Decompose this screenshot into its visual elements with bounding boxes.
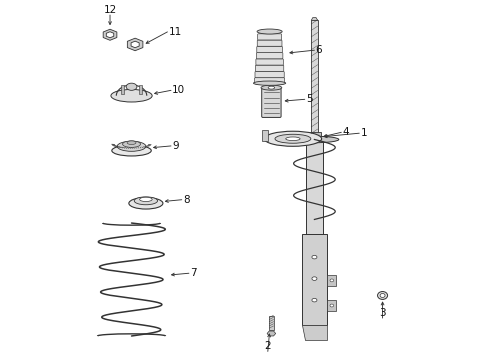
Ellipse shape <box>128 198 163 209</box>
Ellipse shape <box>122 141 140 147</box>
Text: 10: 10 <box>172 85 185 95</box>
Text: 9: 9 <box>172 141 178 151</box>
Text: 7: 7 <box>190 268 196 278</box>
Ellipse shape <box>285 137 300 140</box>
FancyBboxPatch shape <box>256 53 282 59</box>
Ellipse shape <box>329 304 333 307</box>
Text: 5: 5 <box>305 94 312 104</box>
Ellipse shape <box>111 89 152 102</box>
Text: 1: 1 <box>360 128 366 138</box>
FancyBboxPatch shape <box>255 59 283 65</box>
Ellipse shape <box>289 136 338 143</box>
Ellipse shape <box>127 141 136 144</box>
Polygon shape <box>262 130 267 140</box>
Ellipse shape <box>267 86 274 89</box>
FancyBboxPatch shape <box>257 34 281 40</box>
Bar <box>326 275 336 286</box>
FancyBboxPatch shape <box>255 65 283 71</box>
Polygon shape <box>131 41 139 48</box>
Ellipse shape <box>274 134 310 143</box>
FancyBboxPatch shape <box>261 88 281 117</box>
Bar <box>301 234 326 325</box>
FancyBboxPatch shape <box>254 78 284 84</box>
Ellipse shape <box>117 141 145 151</box>
Text: 4: 4 <box>342 127 348 137</box>
FancyBboxPatch shape <box>256 46 282 53</box>
Text: 11: 11 <box>168 27 182 37</box>
Bar <box>326 300 336 311</box>
Text: 6: 6 <box>315 45 322 55</box>
Ellipse shape <box>134 197 157 205</box>
Text: 12: 12 <box>103 5 117 15</box>
Ellipse shape <box>253 81 285 85</box>
Bar <box>139 85 142 94</box>
Bar <box>269 316 273 330</box>
Text: 3: 3 <box>379 308 385 318</box>
Text: 8: 8 <box>183 195 189 205</box>
Polygon shape <box>310 18 317 21</box>
Ellipse shape <box>112 145 151 156</box>
Ellipse shape <box>379 293 384 297</box>
Bar <box>307 132 321 141</box>
Ellipse shape <box>311 298 316 302</box>
Text: 2: 2 <box>264 341 270 351</box>
Polygon shape <box>127 38 142 51</box>
FancyBboxPatch shape <box>257 40 282 46</box>
FancyBboxPatch shape <box>254 72 284 78</box>
Polygon shape <box>266 331 275 336</box>
Ellipse shape <box>377 292 387 300</box>
Bar <box>121 85 124 94</box>
Polygon shape <box>301 325 326 339</box>
Ellipse shape <box>329 279 333 282</box>
Ellipse shape <box>264 131 321 146</box>
Ellipse shape <box>261 85 281 90</box>
Ellipse shape <box>139 197 152 202</box>
Bar <box>310 21 317 137</box>
Bar <box>305 141 323 234</box>
Polygon shape <box>106 32 114 38</box>
Ellipse shape <box>126 83 137 90</box>
Ellipse shape <box>311 277 316 280</box>
Polygon shape <box>103 29 117 40</box>
Ellipse shape <box>311 255 316 259</box>
Ellipse shape <box>257 29 282 34</box>
